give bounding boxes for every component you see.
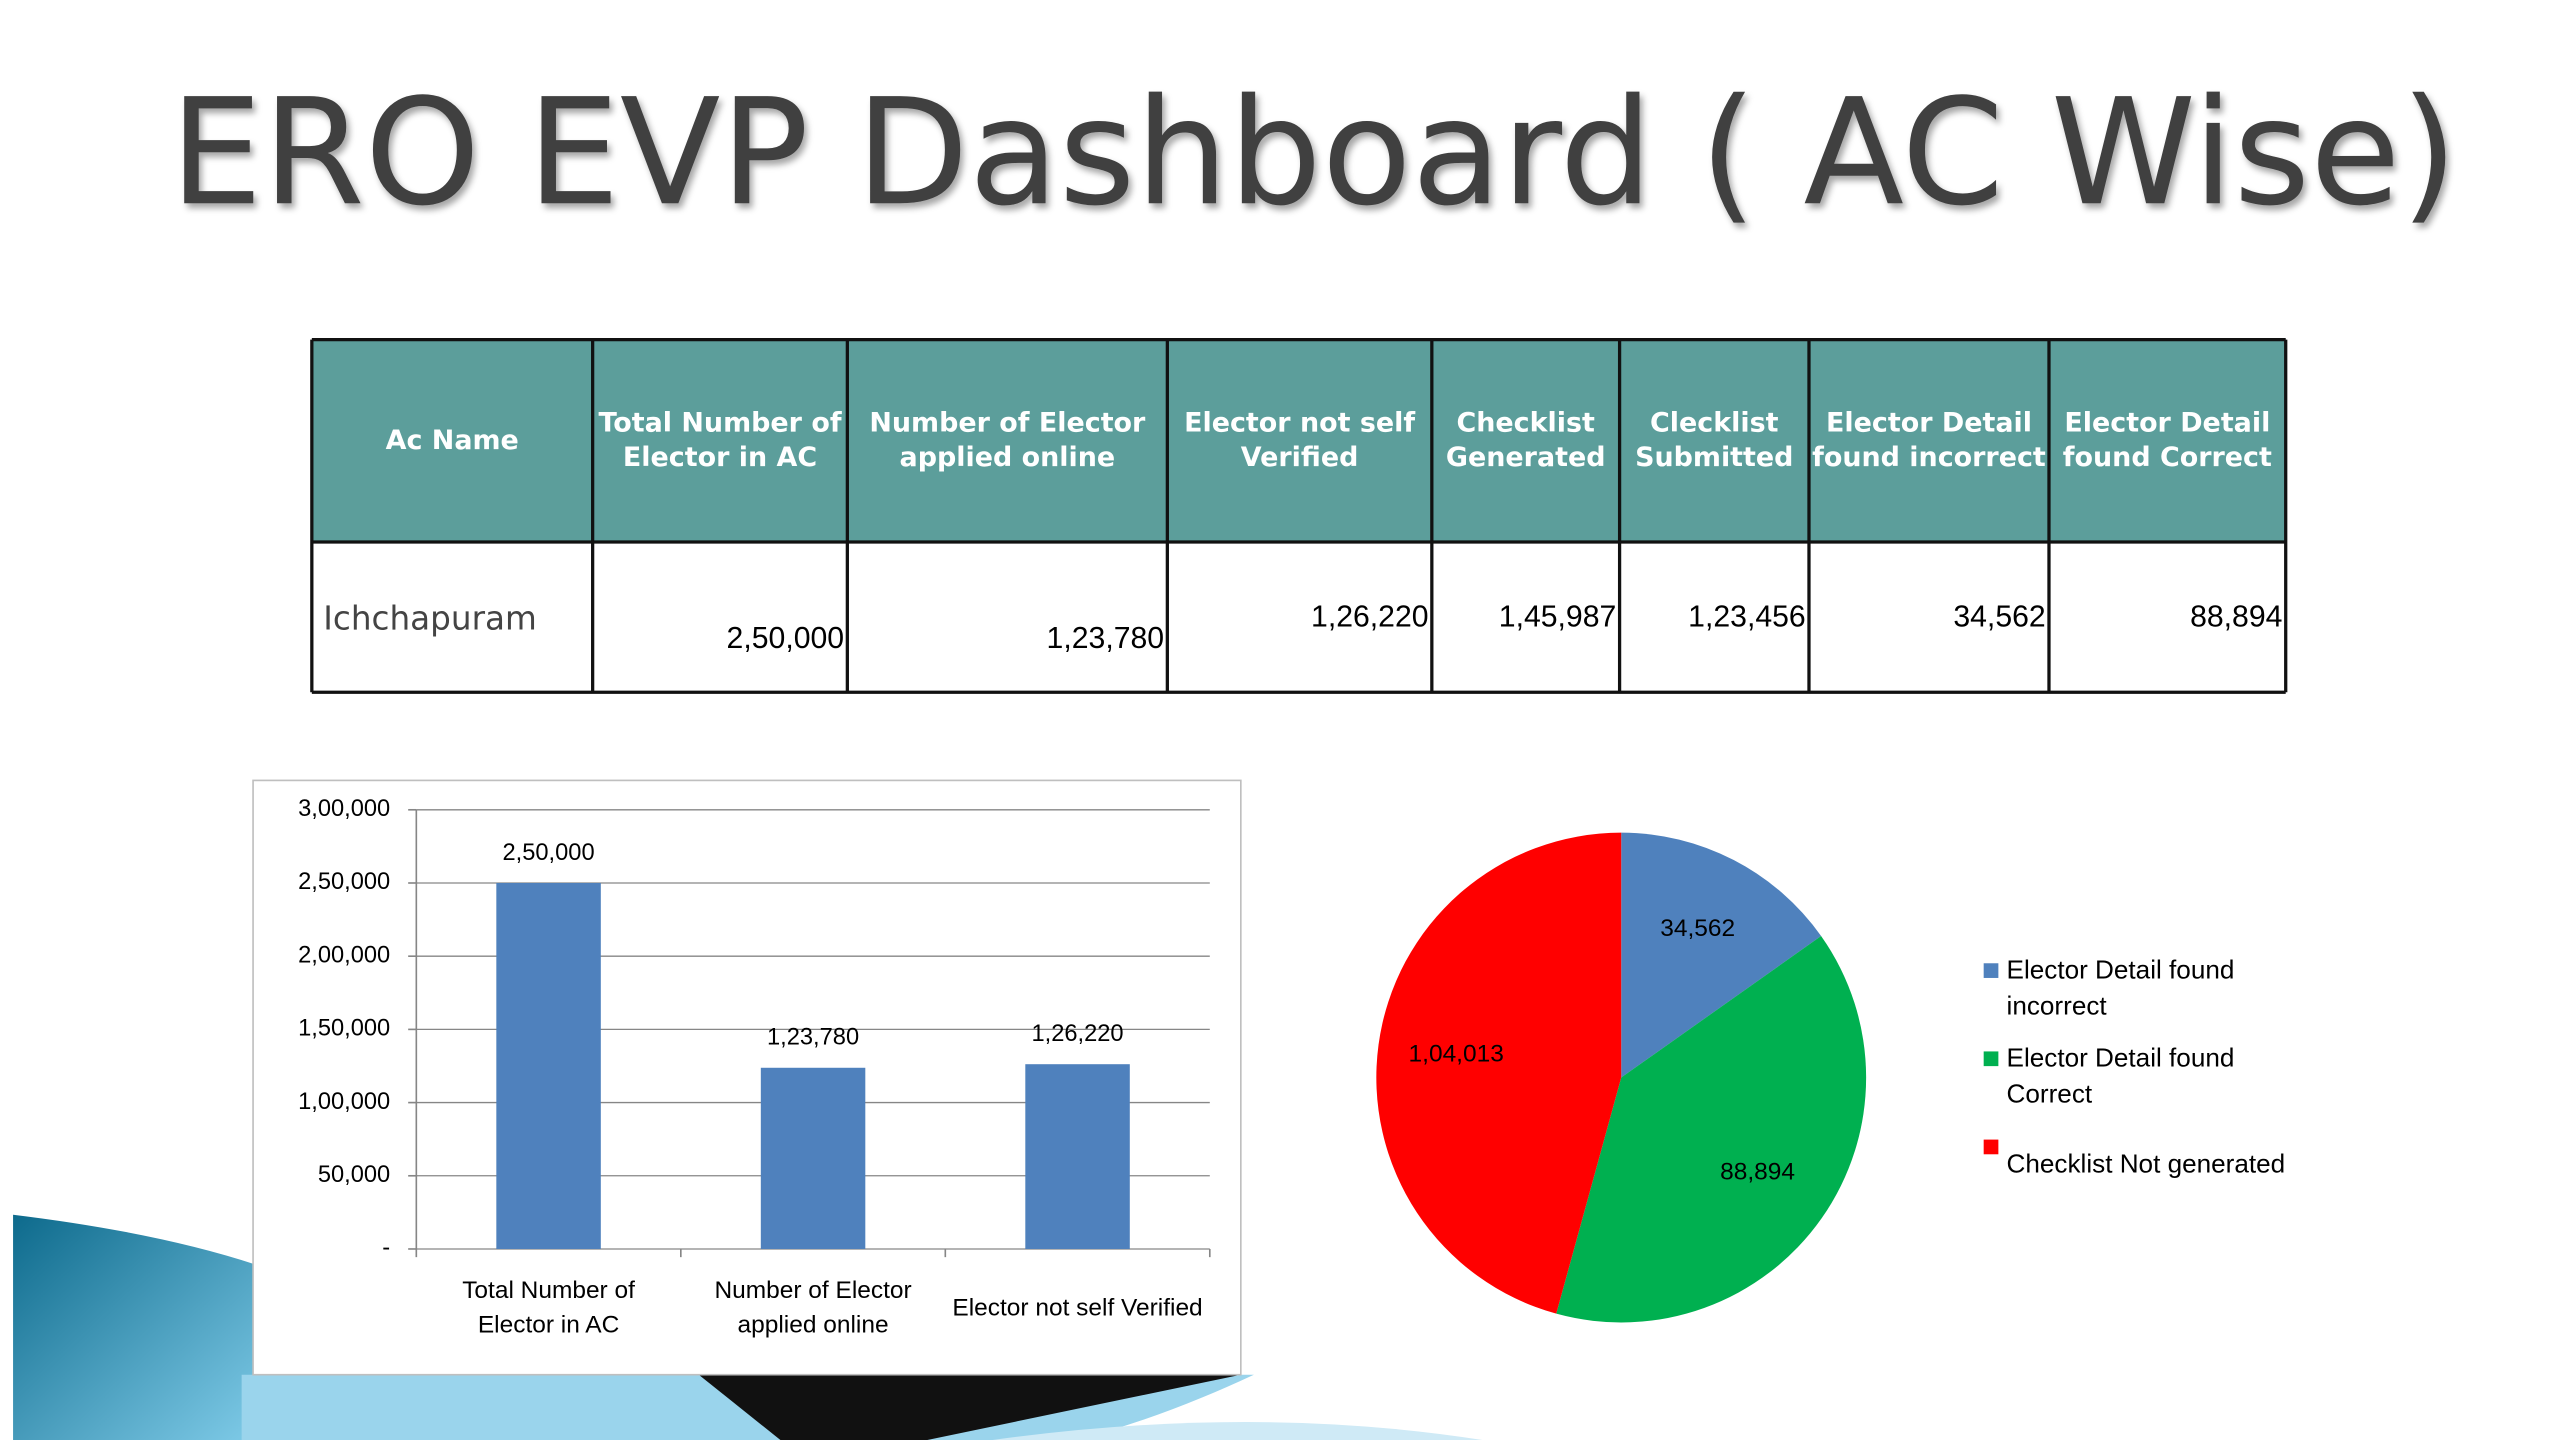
bar — [760, 1067, 866, 1249]
y-tick-label: 1,00,000 — [298, 1089, 390, 1115]
table-header-bg — [311, 339, 2286, 543]
decor-swoosh — [992, 1422, 1483, 1440]
decor-swoosh — [698, 1374, 1241, 1440]
page-title: ERO EVP Dashboard ( AC Wise) — [170, 67, 2458, 238]
table-cell: 2,50,000 — [727, 622, 845, 655]
table-header-cell: Elector not self Verified — [1184, 407, 1415, 472]
table-header-cell: Total Number of Elector in AC — [598, 407, 841, 472]
pie-value-label: 34,562 — [1660, 915, 1735, 942]
table-header-cell: Checklist Generated — [1446, 407, 1606, 472]
legend-swatch — [1983, 963, 1999, 978]
bar — [496, 882, 601, 1249]
table: Ac Name Total Number of Elector in AC Numbe… — [310, 337, 2288, 694]
x-tick-label: Total Number of Elector in AC — [462, 1278, 635, 1339]
table-cell: Ichchapuram — [323, 599, 537, 637]
charts: - 50,000 1,00,000 1,50,000 2,00,000 2,50,000 3… — [298, 796, 2285, 1339]
y-tick-label: 3,00,000 — [298, 796, 390, 822]
legend-label: Checklist Not generated — [2007, 1149, 2286, 1179]
bar-value-label: 1,26,220 — [1032, 1021, 1124, 1047]
legend-swatch — [1983, 1139, 1999, 1155]
x-tick-label: Elector not self Verified — [952, 1295, 1202, 1322]
pie-value-label: 1,04,013 — [1409, 1041, 1504, 1068]
table-header-cell: Number of Elector applied online — [869, 407, 1146, 472]
table-cell: 1,26,220 — [1311, 601, 1429, 634]
y-tick-label: 2,50,000 — [298, 869, 390, 895]
table-cell: 1,23,780 — [1047, 622, 1165, 655]
pie-slice — [1556, 936, 1867, 1323]
legend-label: Elector Detail found incorrect — [2007, 954, 2235, 1020]
table-cell: 1,23,456 — [1688, 601, 1806, 634]
bar-value-label: 1,23,780 — [767, 1025, 859, 1051]
table-cell: 34,562 — [1953, 601, 2045, 634]
pie-slice — [1621, 832, 1822, 1078]
table-header-cell: Elector Detail found incorrect — [1812, 407, 2046, 472]
table-cell: 88,894 — [2190, 601, 2282, 634]
table-cell: 1,45,987 — [1499, 601, 1617, 634]
y-tick-label: 2,00,000 — [298, 942, 390, 968]
pie-slice — [1376, 832, 1622, 1314]
legend-label: Elector Detail found Correct — [2007, 1042, 2235, 1108]
table-header-cell: Ac Name — [386, 424, 519, 455]
y-tick-label: - — [382, 1235, 390, 1261]
y-tick-label: 50,000 — [318, 1162, 390, 1188]
y-tick-label: 1,50,000 — [298, 1016, 390, 1042]
x-tick-label: Number of Elector applied online — [714, 1278, 911, 1339]
pie-value-label: 88,894 — [1720, 1159, 1795, 1186]
decor-swoosh — [13, 1214, 258, 1440]
bar-value-label: 2,50,000 — [503, 840, 595, 866]
legend-swatch — [1983, 1051, 1999, 1067]
table-header-cell: Elector Detail found Correct — [2063, 407, 2272, 472]
table-header-cell: Clecklist Submitted — [1635, 407, 1793, 472]
bar — [1025, 1064, 1130, 1249]
